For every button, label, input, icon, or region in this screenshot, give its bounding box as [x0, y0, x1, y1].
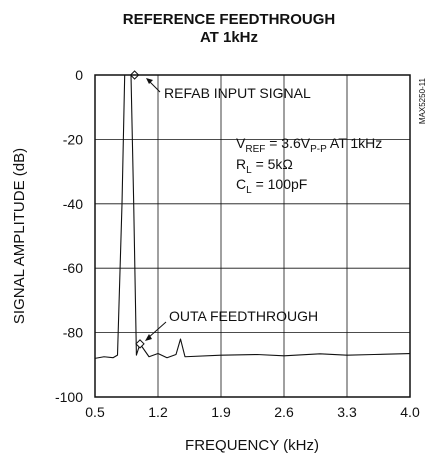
x-tick-label: 2.6	[274, 404, 294, 420]
y-tick-label: -60	[63, 260, 83, 276]
y-tick-label: -80	[63, 325, 83, 341]
refab-arrow-head	[146, 78, 153, 84]
series-line	[94, 74, 411, 359]
y-tick-label: -100	[55, 389, 83, 405]
grid	[94, 74, 411, 398]
vref-tail: AT 1kHz	[327, 135, 383, 151]
y-axis-label: SIGNAL AMPLITUDE (dB)	[11, 148, 28, 324]
series-group	[94, 74, 411, 359]
chart-title-line1: REFERENCE FEEDTHROUGH	[123, 11, 336, 28]
rl-tail: = 5kΩ	[252, 156, 293, 172]
cl-main: C	[236, 176, 246, 192]
y-tick-label: 0	[75, 67, 83, 83]
outa-arrow-line	[147, 321, 167, 339]
vref-label: VREF = 3.6VP-P AT 1kHz	[236, 135, 382, 155]
figure-id: MAX5250-11	[418, 77, 427, 124]
rl-sub: L	[246, 165, 252, 176]
vref-sub2: P-P	[310, 144, 327, 155]
y-tick-label: -20	[63, 131, 83, 147]
vref-main: V	[236, 135, 246, 151]
cl-label: CL = 100pF	[236, 176, 307, 196]
x-tick-label: 4.0	[400, 404, 420, 420]
x-tick-label: 1.9	[211, 404, 231, 420]
x-tick-label: 3.3	[337, 404, 357, 420]
x-tick-label: 1.2	[148, 404, 168, 420]
cl-sub: L	[246, 185, 252, 196]
markers	[129, 70, 145, 349]
outa-arrow-head	[145, 334, 152, 341]
rl-main: R	[236, 156, 246, 172]
outa-label: OUTA FEEDTHROUGH	[169, 308, 318, 324]
diamond-marker	[135, 339, 145, 349]
tick-labels: 0.5 1.2 1.9 2.6 3.3 4.0 0 -20 -40 -60 -80 -100	[55, 67, 420, 420]
plot-frame	[94, 74, 411, 398]
refab-label: REFAB INPUT SIGNAL	[164, 85, 311, 101]
rl-label: RL = 5kΩ	[236, 156, 293, 176]
chart-title-line2: AT 1kHz	[200, 29, 258, 46]
cl-tail: = 100pF	[252, 176, 308, 192]
x-tick-label: 0.5	[85, 404, 105, 420]
vref-eq: = 3.6V	[265, 135, 310, 151]
x-axis-label: FREQUENCY (kHz)	[185, 437, 319, 454]
y-tick-label: -40	[63, 196, 83, 212]
vref-sub: REF	[245, 144, 265, 155]
